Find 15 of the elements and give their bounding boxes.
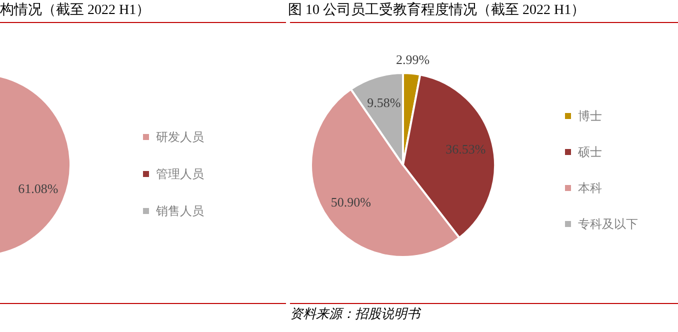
legend-label: 研发人员 bbox=[156, 130, 204, 144]
data-label: 36.53% bbox=[446, 141, 486, 156]
chart-title: 图 10 公司员工受教育程度情况（截至 2022 H1） bbox=[288, 1, 586, 19]
legend-label: 销售人员 bbox=[156, 204, 204, 218]
data-label: 9.58% bbox=[367, 94, 401, 110]
chart-title: 构情况（截至 2022 H1） bbox=[0, 2, 150, 19]
legend-label: 本科 bbox=[578, 181, 602, 195]
legend-label: 博士 bbox=[578, 109, 602, 123]
legend-label: 硕士 bbox=[578, 145, 602, 159]
legend-label: 专科及以下 bbox=[578, 217, 638, 231]
legend-label: 管理人员 bbox=[156, 167, 204, 181]
data-label: 50.90% bbox=[330, 194, 372, 210]
data-label: 61.08% bbox=[18, 181, 58, 196]
text: 资料来源：招股说明书 bbox=[290, 305, 420, 323]
data-label: 2.99% bbox=[396, 52, 430, 68]
